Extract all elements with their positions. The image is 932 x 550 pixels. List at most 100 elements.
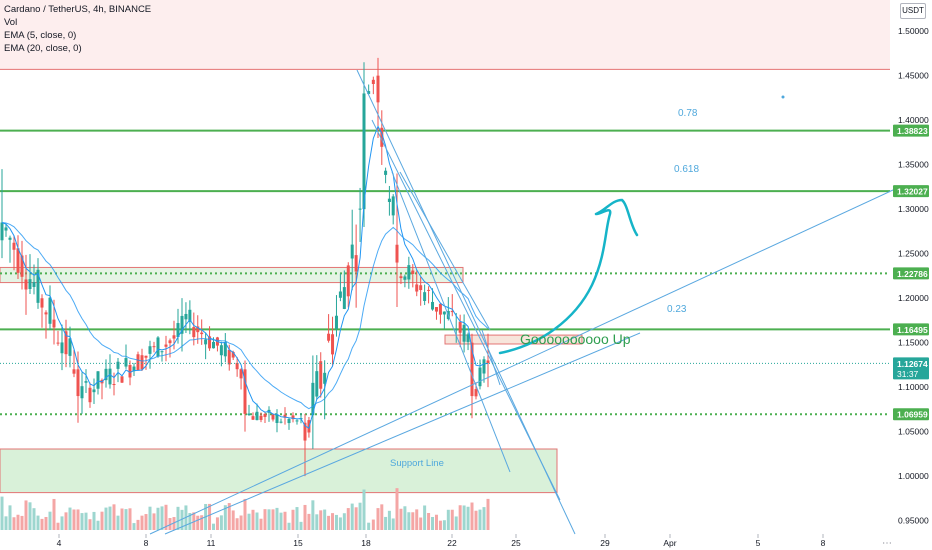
annotation-3: Goooooooooo Up	[520, 331, 631, 347]
annotation-0: 0.78	[678, 108, 698, 119]
volume-bar	[80, 513, 84, 530]
candle-body	[427, 289, 431, 291]
candle-body	[458, 321, 462, 333]
volume-bar	[380, 504, 384, 530]
candle-body	[358, 208, 362, 210]
volume-bar	[350, 503, 354, 530]
volume-bar	[478, 509, 482, 530]
candle-body	[395, 244, 399, 263]
volume-bar	[323, 509, 327, 530]
candle-body	[164, 344, 168, 347]
volume-bar	[84, 512, 88, 530]
candle-body	[4, 227, 8, 231]
candle-body	[136, 354, 140, 371]
volume-bar	[346, 508, 350, 530]
time-axis-bg	[0, 535, 890, 550]
x-tick-label: 4	[57, 538, 62, 548]
volume-bar	[52, 498, 56, 530]
candle-body	[24, 279, 28, 290]
volume-bar	[415, 509, 419, 530]
candle-body	[60, 342, 64, 354]
annotation-2: 0.23	[667, 304, 687, 315]
candle-body	[140, 355, 144, 370]
volume-bar	[148, 506, 152, 530]
candle-body	[399, 276, 403, 279]
volume-bar	[271, 509, 275, 530]
level-badge-bg	[893, 323, 929, 336]
candle-body	[462, 324, 466, 342]
volume-bar	[72, 509, 76, 530]
volume-bar	[431, 516, 435, 530]
currency-selector[interactable]: USDT	[900, 3, 926, 19]
volume-bar	[303, 504, 307, 530]
level-badge: 1.22786	[897, 269, 928, 279]
candle-body	[56, 342, 60, 344]
ema5-indicator-label[interactable]: EMA (5, close, 0)	[4, 30, 77, 41]
volume-bar	[92, 511, 96, 530]
candle-body	[431, 301, 435, 310]
candle-body	[28, 279, 32, 290]
zone-target-box	[444, 334, 583, 345]
y-tick-label: 1.20000	[898, 293, 929, 303]
volume-bar	[192, 512, 196, 530]
candle-body	[323, 372, 327, 384]
candle-body	[354, 255, 358, 272]
candle-body	[227, 349, 231, 365]
goes-up-arrow	[498, 198, 639, 355]
volume-bar	[212, 523, 215, 530]
volume-bar	[438, 520, 442, 530]
candle-body	[144, 355, 148, 358]
more-options-icon[interactable]: ⋯	[882, 538, 892, 549]
volume-bar	[419, 517, 423, 530]
level-badge: 1.06959	[897, 410, 928, 420]
volume-bar	[486, 498, 490, 530]
volume-bar	[172, 517, 176, 530]
trend-line-1	[164, 332, 641, 535]
volume-bar	[315, 514, 319, 530]
candle-body	[172, 335, 176, 339]
candle-body	[338, 291, 342, 298]
candle-body	[156, 337, 160, 357]
candle-body	[52, 319, 56, 328]
trend-line-6	[481, 329, 501, 386]
candle-body	[415, 284, 419, 292]
volume-bar	[458, 505, 462, 530]
ema20-indicator-label[interactable]: EMA (20, close, 0)	[4, 43, 82, 54]
current-price-badge: 1.12674	[897, 359, 928, 369]
zone-upper-resistance	[0, 0, 890, 70]
candle-body	[92, 389, 96, 393]
candle-body	[12, 242, 16, 250]
volume-bar	[384, 516, 388, 530]
volume-bar	[223, 505, 227, 530]
candle-body	[367, 91, 371, 94]
volume-bar	[40, 518, 44, 530]
y-tick-label: 0.95000	[898, 516, 929, 526]
candle-body	[176, 323, 180, 337]
candle-body	[331, 334, 335, 355]
volume-bar	[156, 507, 160, 530]
x-tick-label: 5	[756, 538, 761, 548]
x-tick-label: 18	[361, 538, 371, 548]
volume-bar	[423, 505, 427, 530]
candle-body	[387, 198, 391, 202]
volume-bar	[342, 513, 346, 530]
volume-bar	[20, 515, 24, 530]
candle-body	[419, 285, 423, 291]
volume-bar	[367, 522, 371, 530]
candle-body	[407, 265, 411, 280]
volume-bar	[275, 507, 279, 530]
candle-body	[486, 360, 490, 364]
symbol-title[interactable]: Cardano / TetherUS, 4h, BINANCE	[4, 4, 152, 15]
volume-bar	[120, 508, 124, 530]
volume-bar	[247, 513, 251, 530]
level-badge-bg	[893, 124, 929, 137]
candle-body	[112, 384, 116, 386]
volume-bar	[56, 522, 60, 530]
level-badge-bg	[893, 267, 929, 280]
volume-indicator-label[interactable]: Vol	[4, 17, 18, 28]
candle-body	[196, 326, 200, 333]
volume-bar	[466, 506, 470, 530]
